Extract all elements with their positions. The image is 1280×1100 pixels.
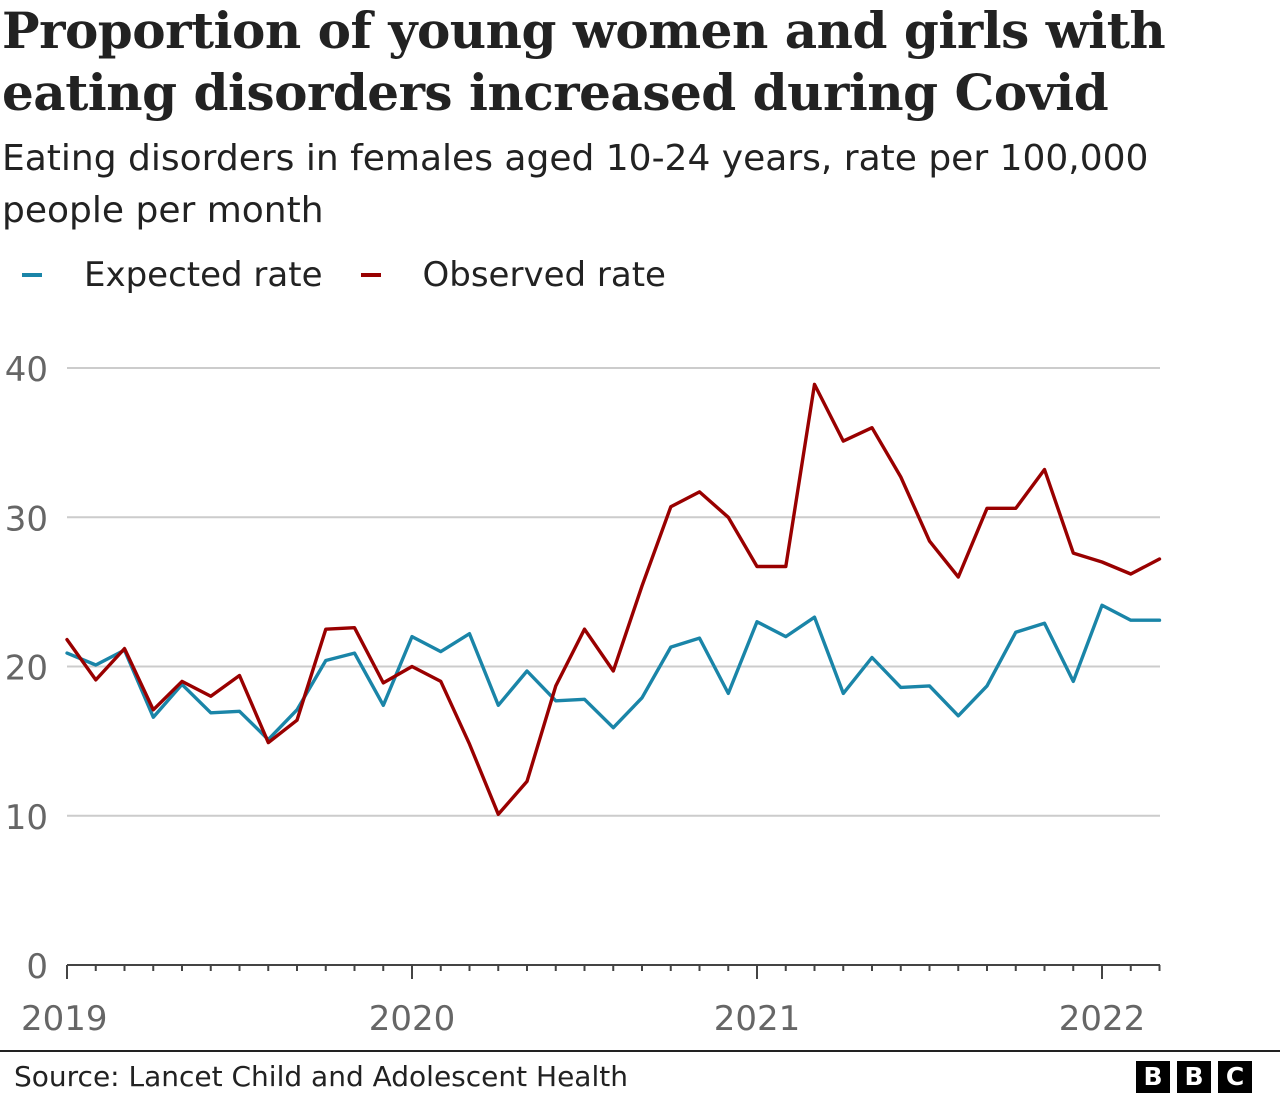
bbc-logo: B B C [1136, 1061, 1252, 1093]
legend-item-expected: Expected rate [22, 255, 323, 295]
bbc-logo-letter: C [1218, 1061, 1252, 1093]
series-lines [65, 382, 1162, 816]
line-chart: 0 10 20 30 40 2019 2020 2021 2022 [5, 350, 1162, 1039]
y-axis-ticks: 0 10 20 30 40 [5, 350, 48, 987]
legend-label-expected: Expected rate [84, 255, 323, 295]
legend: Expected rate Observed rate [22, 250, 704, 300]
source-note: Source: Lancet Child and Adolescent Heal… [14, 1060, 628, 1093]
bbc-logo-letter: B [1136, 1061, 1170, 1093]
bbc-logo-letter: B [1177, 1061, 1211, 1093]
footer-divider [0, 1050, 1280, 1052]
legend-swatch-observed [360, 273, 381, 277]
gridlines [67, 367, 1160, 817]
chart-subtitle: Eating disorders in females aged 10-24 y… [2, 138, 1149, 231]
x-tick-label: 2019 [21, 999, 108, 1039]
y-tick-label: 20 [5, 649, 48, 689]
x-tick-label: 2022 [1059, 999, 1146, 1039]
legend-item-observed: Observed rate [360, 255, 666, 295]
y-tick-label: 0 [26, 947, 48, 987]
x-tick-label: 2020 [369, 999, 456, 1039]
legend-label-observed: Observed rate [422, 255, 666, 295]
chart-title: Proportion of young women and girls with… [2, 1, 1166, 122]
x-axis: 2019 2020 2021 2022 [21, 964, 1161, 1039]
y-tick-label: 40 [5, 350, 48, 390]
series-line-observed [65, 382, 1162, 816]
x-tick-label: 2021 [714, 999, 801, 1039]
y-tick-label: 30 [5, 499, 48, 539]
series-line-expected [65, 603, 1162, 742]
legend-swatch-expected [22, 273, 42, 277]
y-tick-label: 10 [5, 798, 48, 838]
